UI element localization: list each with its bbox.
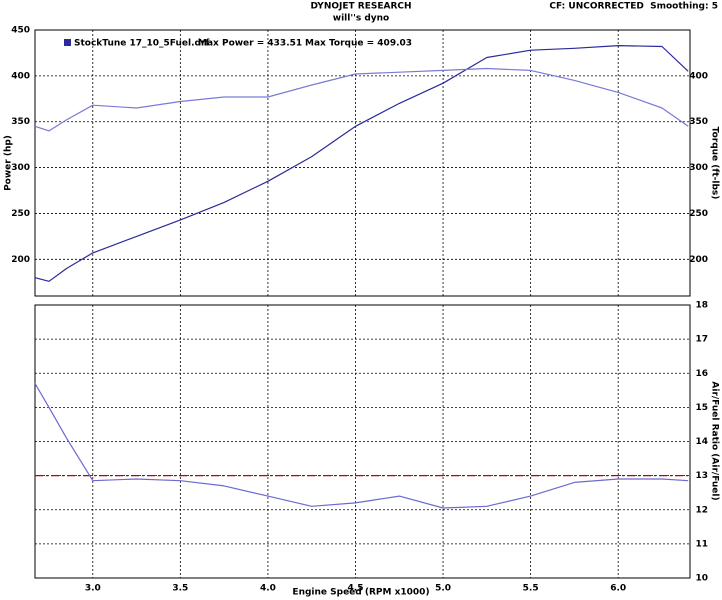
y-tick-label: 450 — [11, 26, 30, 36]
x-tick-label: 6.0 — [610, 584, 626, 594]
y2-tick-label: 200 — [689, 255, 708, 265]
y2-tick-label: 350 — [689, 117, 708, 127]
y2-tick-label: 400 — [689, 71, 708, 81]
x-tick-label: 5.5 — [523, 584, 539, 594]
y-tick-label: 13 — [695, 471, 708, 481]
x-tick-label: 3.0 — [85, 584, 101, 594]
series-line — [34, 383, 689, 509]
y-tick-label: 400 — [11, 71, 30, 81]
y-tick-label: 11 — [695, 539, 708, 549]
series-line — [34, 67, 689, 132]
y-tick-label: 12 — [695, 505, 708, 515]
y2-axis-title: Torque (ft-lbs) — [710, 127, 720, 200]
y-axis-title: Power (hp) — [4, 135, 14, 191]
legend-max-power: Max Power = 433.51 — [198, 39, 302, 49]
y2-tick-label: 300 — [689, 163, 708, 173]
y-tick-label: 10 — [695, 574, 708, 584]
chart-title: DYNOJET RESEARCH — [310, 2, 411, 12]
afr-axis-title: Air/Fuel Ratio (Air/Fuel) — [710, 381, 720, 500]
y-tick-label: 250 — [11, 209, 30, 219]
y-tick-label: 17 — [695, 335, 708, 345]
y-tick-label: 14 — [695, 437, 708, 447]
legend-run: StockTune 17_10_5Fuel.drf — [74, 39, 209, 49]
y-tick-label: 300 — [11, 163, 30, 173]
y-tick-label: 350 — [11, 117, 30, 127]
y-tick-label: 15 — [695, 403, 708, 413]
series-line — [34, 45, 689, 282]
top-plot-frame — [34, 29, 691, 297]
legend-max-torque: Max Torque = 409.03 — [305, 39, 412, 49]
x-tick-label: 3.5 — [172, 584, 188, 594]
legend-swatch — [64, 39, 71, 46]
chart-subtitle: will''s dyno — [333, 14, 389, 24]
x-axis-title: Engine Speed (RPM x1000) — [292, 588, 429, 598]
y-tick-label: 16 — [695, 369, 708, 379]
x-tick-label: 4.5 — [348, 584, 364, 594]
x-tick-label: 4.0 — [260, 584, 276, 594]
y-tick-label: 200 — [11, 255, 30, 265]
y2-tick-label: 250 — [689, 209, 708, 219]
x-tick-label: 5.0 — [435, 584, 451, 594]
settings-note: CF: UNCORRECTED Smoothing: 5 — [549, 2, 718, 12]
y-tick-label: 18 — [695, 301, 708, 311]
